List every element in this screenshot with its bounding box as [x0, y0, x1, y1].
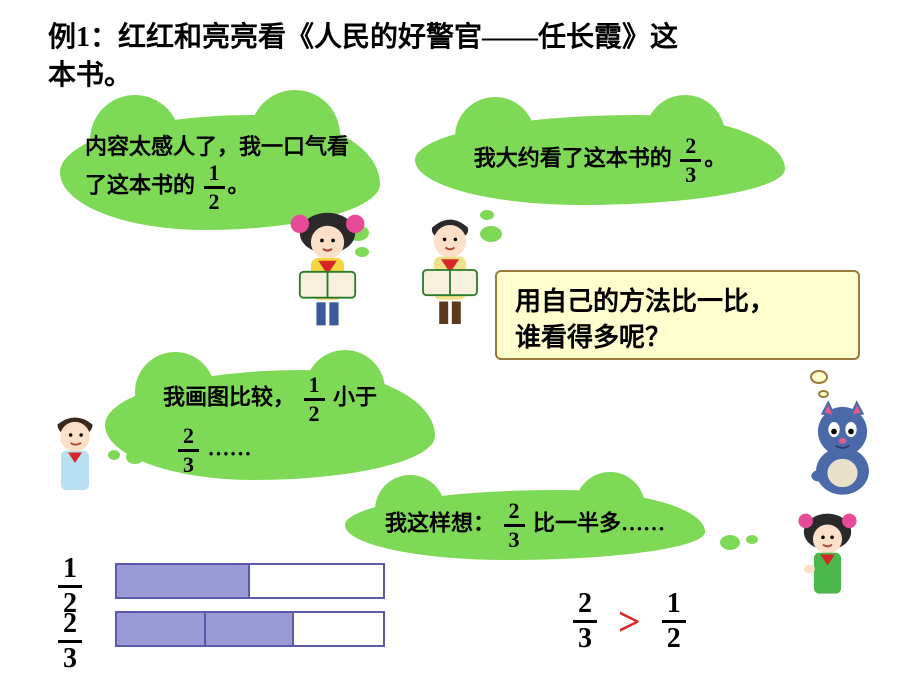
boy-left-icon	[40, 405, 110, 500]
question-box: 用自己的方法比一比， 谁看得多呢？	[495, 270, 860, 360]
bubble3-frac2: 2 3	[178, 425, 199, 476]
bubble4-fraction: 2 3	[504, 500, 525, 551]
bubble2-text-after: 。	[704, 145, 726, 170]
girl-right-icon	[790, 510, 865, 610]
greater-than-sign: >	[618, 598, 641, 645]
bubble2-fraction: 2 3	[680, 135, 701, 186]
fraction-bars	[115, 563, 385, 647]
frac-num: 1	[204, 162, 225, 189]
bubble3-ellipsis: ……	[207, 436, 251, 461]
question-line2: 谁看得多呢？	[515, 320, 840, 356]
bubble3-text-before: 我画图比较，	[163, 385, 295, 410]
frac-den: 3	[504, 527, 525, 551]
bar-segment-fill	[117, 613, 206, 645]
bar-segment-empty	[250, 565, 383, 597]
bubble-honghong: 内容太感人了，我一口气看了这本书的 1 2 。	[60, 115, 380, 230]
bar-two-thirds	[115, 611, 385, 647]
thought-dots-4	[720, 535, 758, 550]
bubble-girl-think: 我这样想： 2 3 比一半多……	[345, 490, 705, 560]
comparison-result: 2 3 > 1 2	[570, 590, 689, 653]
bar-segment-fill	[117, 565, 250, 597]
result-left-fraction: 2 3	[573, 590, 597, 653]
bar-segment-empty	[294, 613, 383, 645]
example-title-line1: 例1：红红和亮亮看《人民的好警官——任长霞》这	[48, 18, 678, 57]
speech-box-dots	[810, 370, 829, 398]
frac-den: 3	[178, 452, 199, 476]
girl-honghong-icon	[280, 210, 375, 330]
example-title-line2: 本书。	[48, 56, 132, 95]
bubble1-text-after: 。	[228, 172, 250, 197]
thought-dots-3	[108, 450, 144, 464]
frac-num: 2	[58, 610, 82, 643]
frac-num: 1	[304, 374, 325, 401]
question-line1: 用自己的方法比一比，	[515, 284, 840, 320]
bar-one-half	[115, 563, 385, 599]
cat-teacher-icon	[800, 395, 885, 500]
frac-num: 2	[504, 500, 525, 527]
frac-den: 2	[204, 189, 225, 213]
bubble1-fraction: 1 2	[204, 162, 225, 213]
bar2-label: 2 3	[55, 610, 85, 673]
frac-num: 1	[662, 590, 686, 623]
frac-den: 3	[58, 643, 82, 673]
bubble-liangliang: 我大约看了这本书的 2 3 。	[415, 115, 785, 205]
bubble-boy-diagram: 我画图比较， 1 2 小于 2 3 ……	[105, 370, 435, 480]
frac-num: 2	[178, 425, 199, 452]
frac-num: 1	[58, 555, 82, 588]
bubble4-text-after: 比一半多……	[533, 510, 665, 535]
frac-den: 2	[662, 623, 686, 653]
bubble2-text-before: 我大约看了这本书的	[474, 145, 672, 170]
boy-liangliang-icon	[405, 210, 495, 330]
frac-num: 2	[573, 590, 597, 623]
bubble3-mid: 小于	[333, 385, 377, 410]
frac-den: 2	[304, 401, 325, 425]
frac-num: 2	[680, 135, 701, 162]
frac-den: 3	[680, 162, 701, 186]
bubble4-text-before: 我这样想：	[385, 510, 495, 535]
bar-segment-fill	[206, 613, 295, 645]
frac-den: 3	[573, 623, 597, 653]
result-right-fraction: 1 2	[662, 590, 686, 653]
bubble3-frac1: 1 2	[304, 374, 325, 425]
